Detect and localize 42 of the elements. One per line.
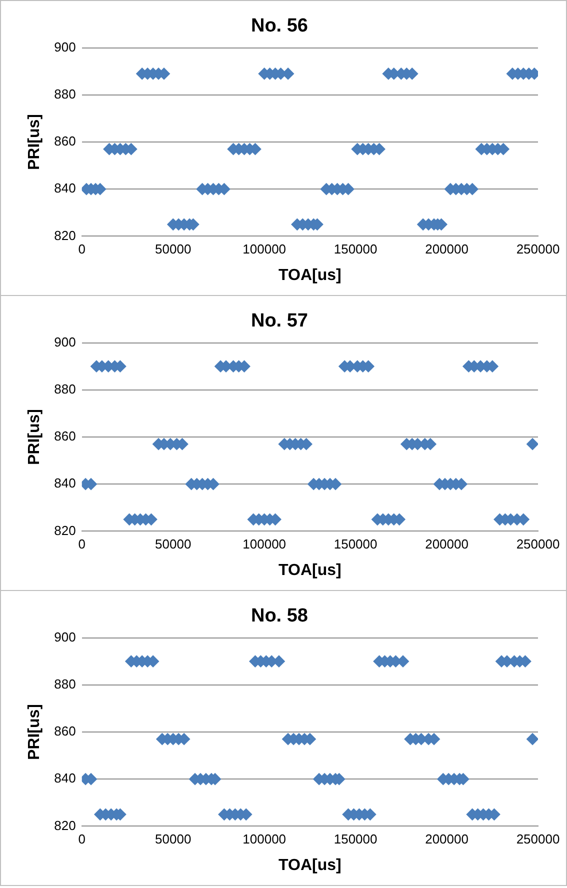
x-tick-label: 150000 bbox=[334, 242, 378, 257]
y-tick-label: 840 bbox=[54, 476, 76, 491]
x-tick-label: 250000 bbox=[516, 536, 560, 552]
x-tick-label: 0 bbox=[78, 242, 86, 257]
y-tick-label: 880 bbox=[54, 381, 76, 396]
x-tick-label: 150000 bbox=[334, 536, 378, 552]
y-tick-label: 880 bbox=[54, 676, 76, 692]
y-tick-label: 860 bbox=[54, 724, 76, 739]
y-tick-label: 840 bbox=[54, 770, 76, 786]
y-tick-label: 860 bbox=[54, 134, 76, 149]
x-axis-title: TOA[us] bbox=[278, 856, 342, 874]
chart-title: No. 57 bbox=[250, 310, 308, 332]
x-tick-label: 200000 bbox=[425, 242, 468, 257]
y-tick-label: 820 bbox=[54, 522, 76, 538]
x-tick-label: 50000 bbox=[155, 832, 192, 847]
x-tick-label: 200000 bbox=[425, 832, 468, 847]
x-axis-title: TOA[us] bbox=[278, 562, 342, 579]
y-tick-label: 860 bbox=[54, 428, 76, 444]
y-tick-label: 900 bbox=[54, 629, 76, 644]
y-axis-title: PRI[us] bbox=[26, 409, 44, 465]
y-tick-label: 820 bbox=[54, 228, 76, 243]
x-tick-label: 100000 bbox=[242, 242, 286, 257]
x-tick-label: 0 bbox=[78, 832, 86, 847]
chart-title: No. 56 bbox=[250, 16, 308, 37]
x-tick-label: 50000 bbox=[155, 242, 192, 257]
x-tick-label: 100000 bbox=[242, 536, 286, 552]
x-tick-label: 200000 bbox=[425, 536, 468, 552]
y-tick-label: 900 bbox=[54, 39, 76, 54]
y-axis-title: PRI[us] bbox=[26, 704, 44, 760]
y-tick-label: 880 bbox=[54, 86, 76, 102]
x-tick-label: 100000 bbox=[242, 832, 286, 847]
x-tick-label: 0 bbox=[78, 536, 86, 552]
y-tick-label: 820 bbox=[54, 818, 76, 833]
x-tick-label: 250000 bbox=[516, 832, 560, 847]
x-tick-label: 250000 bbox=[516, 242, 560, 257]
x-tick-label: 50000 bbox=[155, 536, 192, 552]
y-axis-title: PRI[us] bbox=[26, 114, 44, 170]
y-tick-label: 900 bbox=[54, 334, 76, 350]
x-tick-label: 150000 bbox=[334, 832, 378, 847]
chart-title: No. 58 bbox=[250, 606, 308, 627]
x-axis-title: TOA[us] bbox=[278, 266, 342, 284]
y-tick-label: 840 bbox=[54, 180, 76, 196]
